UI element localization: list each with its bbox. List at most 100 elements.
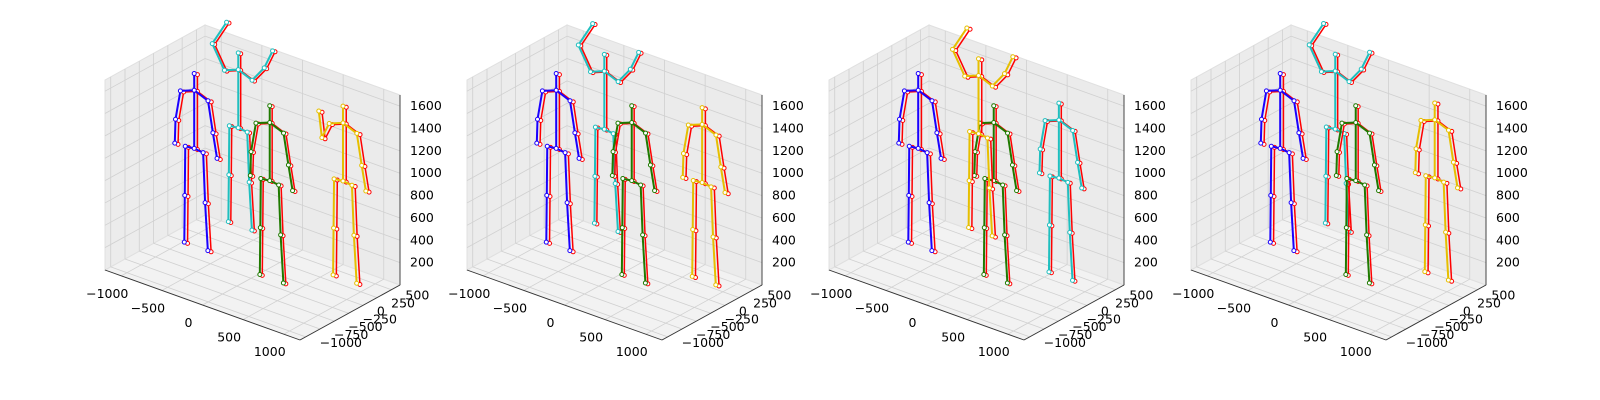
grid-y-floor: [877, 242, 1073, 314]
joint: [590, 21, 596, 27]
y-tick-label: −500: [348, 319, 382, 334]
joint: [690, 227, 696, 233]
joint: [1346, 79, 1352, 85]
bone: [710, 185, 715, 238]
joint: [938, 155, 944, 161]
joint: [612, 181, 618, 187]
x-axis-line: [1190, 269, 1387, 341]
bone: [641, 233, 647, 284]
grid-z-left: [1190, 125, 1292, 181]
y-tick-label: 500: [767, 288, 791, 303]
joint: [610, 131, 616, 137]
joint: [1371, 162, 1377, 168]
z-tick-label: 400: [1134, 232, 1158, 247]
bone: [1365, 233, 1371, 284]
bone: [210, 101, 217, 135]
y-tick-label: 0: [377, 303, 385, 318]
grid-y-floor: [558, 219, 754, 291]
z-tick-label: 1000: [1134, 165, 1166, 180]
joint: [205, 98, 211, 104]
bone: [213, 43, 228, 72]
grid-z-left: [828, 35, 930, 92]
bone: [1296, 101, 1303, 135]
bone: [1363, 183, 1368, 236]
grid-y-floor: [110, 266, 306, 338]
bone: [976, 151, 979, 178]
bone: [898, 89, 906, 121]
bone: [540, 91, 547, 122]
joint: [181, 239, 187, 245]
grid-y-floor: [1268, 227, 1464, 298]
bone: [320, 122, 331, 139]
joint: [1046, 269, 1052, 275]
joint: [253, 120, 259, 126]
joint: [172, 140, 178, 146]
bone: [934, 101, 941, 135]
joint: [1333, 172, 1339, 178]
grid-x-floor: [564, 249, 665, 306]
bone: [685, 153, 688, 180]
joint: [629, 178, 635, 184]
joint: [257, 271, 263, 277]
joint: [915, 87, 921, 93]
bone: [572, 101, 579, 135]
bone: [1418, 120, 1425, 151]
joint: [966, 178, 972, 184]
bone: [252, 123, 260, 154]
bone: [1368, 132, 1376, 167]
bone: [1007, 57, 1017, 76]
joint: [1450, 159, 1456, 165]
joint: [539, 88, 545, 94]
bone: [616, 183, 622, 234]
grid-x-floor: [1207, 220, 1308, 277]
grid-y-floor: [834, 266, 1030, 338]
bone: [285, 133, 292, 167]
bone: [1079, 162, 1085, 190]
bone: [250, 182, 256, 232]
grid-z-back: [566, 35, 763, 107]
joint: [1046, 222, 1052, 228]
grid-y-floor: [863, 250, 1059, 322]
bone: [1455, 162, 1462, 190]
bone: [639, 183, 644, 236]
joint: [1432, 100, 1438, 106]
joint: [1364, 232, 1370, 238]
joint: [326, 120, 332, 126]
bone: [207, 203, 212, 253]
bone: [931, 203, 936, 253]
joint: [544, 192, 550, 198]
grid-z-back: [928, 102, 1125, 174]
joint: [588, 69, 594, 75]
grid-y-floor: [1239, 242, 1435, 314]
joint: [896, 140, 902, 146]
joint: [235, 125, 241, 131]
grid-z-left: [104, 35, 206, 92]
grid-z-left: [104, 125, 206, 181]
joint: [984, 135, 990, 141]
grid-z-back: [204, 169, 401, 241]
bone: [569, 203, 574, 253]
joint: [200, 150, 206, 156]
grid-y-floor: [515, 242, 711, 314]
z-tick-label: 1200: [772, 143, 804, 158]
joint: [1277, 145, 1283, 151]
joint: [629, 103, 635, 109]
joint: [202, 200, 208, 206]
grid-z-left: [828, 58, 930, 114]
grid-z-back: [566, 147, 763, 219]
bone: [1368, 235, 1373, 285]
bone: [1354, 121, 1371, 135]
bone: [248, 181, 253, 232]
bone: [986, 136, 991, 189]
joint: [986, 185, 992, 191]
bone: [1259, 118, 1263, 145]
joint: [1366, 280, 1372, 286]
bone: [614, 182, 619, 233]
y-tick-label: 500: [405, 288, 429, 303]
z-tick-label: 200: [410, 255, 434, 270]
z-tick-label: 1400: [1496, 121, 1528, 136]
bone: [1444, 231, 1450, 282]
z-tick-label: 600: [1496, 210, 1520, 225]
joint: [553, 70, 559, 76]
